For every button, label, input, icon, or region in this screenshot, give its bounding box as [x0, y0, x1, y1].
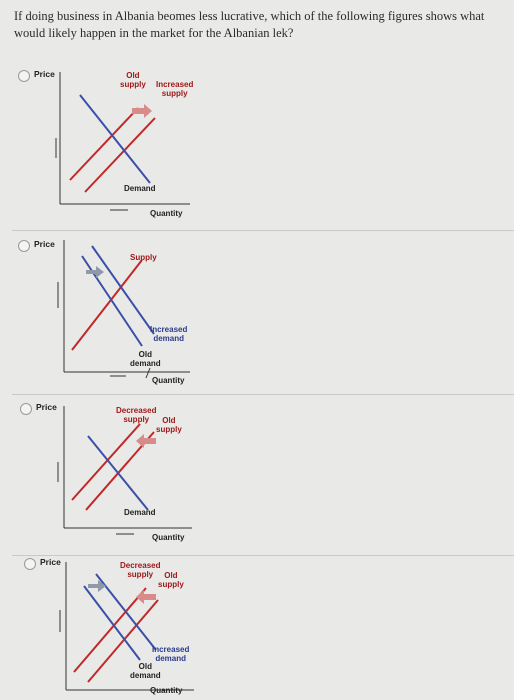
- divider: [12, 230, 514, 231]
- option-4-label-3: Increased demand: [152, 645, 190, 663]
- option-1-label-2: Increased supply: [156, 80, 194, 98]
- divider: [12, 394, 514, 395]
- option-1-price-label: Price: [34, 69, 55, 79]
- option-1-quantity-label: Quantity: [150, 209, 183, 218]
- option-3-label-3: Demand: [124, 508, 156, 517]
- option-2-label-1: Supply: [130, 253, 157, 262]
- option-2-label-2: Increased demand: [150, 325, 188, 343]
- option-2-price-label: Price: [34, 239, 55, 249]
- option-1-label-3: Demand: [124, 184, 156, 193]
- option-4-label-2: Old supply: [158, 571, 184, 589]
- option-3-quantity-label: Quantity: [152, 533, 185, 542]
- option-2-radio[interactable]: [18, 240, 30, 252]
- question-text: If doing business in Albania beomes less…: [14, 9, 485, 40]
- option-1-radio[interactable]: [18, 70, 30, 82]
- option-2-quantity-label: Quantity: [152, 376, 185, 385]
- option-2-label-3: Old demand: [130, 350, 161, 368]
- option-3-label-2: Old supply: [156, 416, 182, 434]
- option-3-radio[interactable]: [20, 403, 32, 415]
- option-4-label-1: Decreased supply: [120, 561, 161, 579]
- option-3-price-label: Price: [36, 402, 57, 412]
- divider: [12, 555, 514, 556]
- option-3-label-1: Decreased supply: [116, 406, 157, 424]
- option-4-label-4: Old demand: [130, 662, 161, 680]
- option-4-quantity-label: Quantity: [150, 686, 183, 695]
- option-4-radio[interactable]: [24, 558, 36, 570]
- option-1-label-1: Old supply: [120, 71, 146, 89]
- option-4-price-label: Price: [40, 557, 61, 567]
